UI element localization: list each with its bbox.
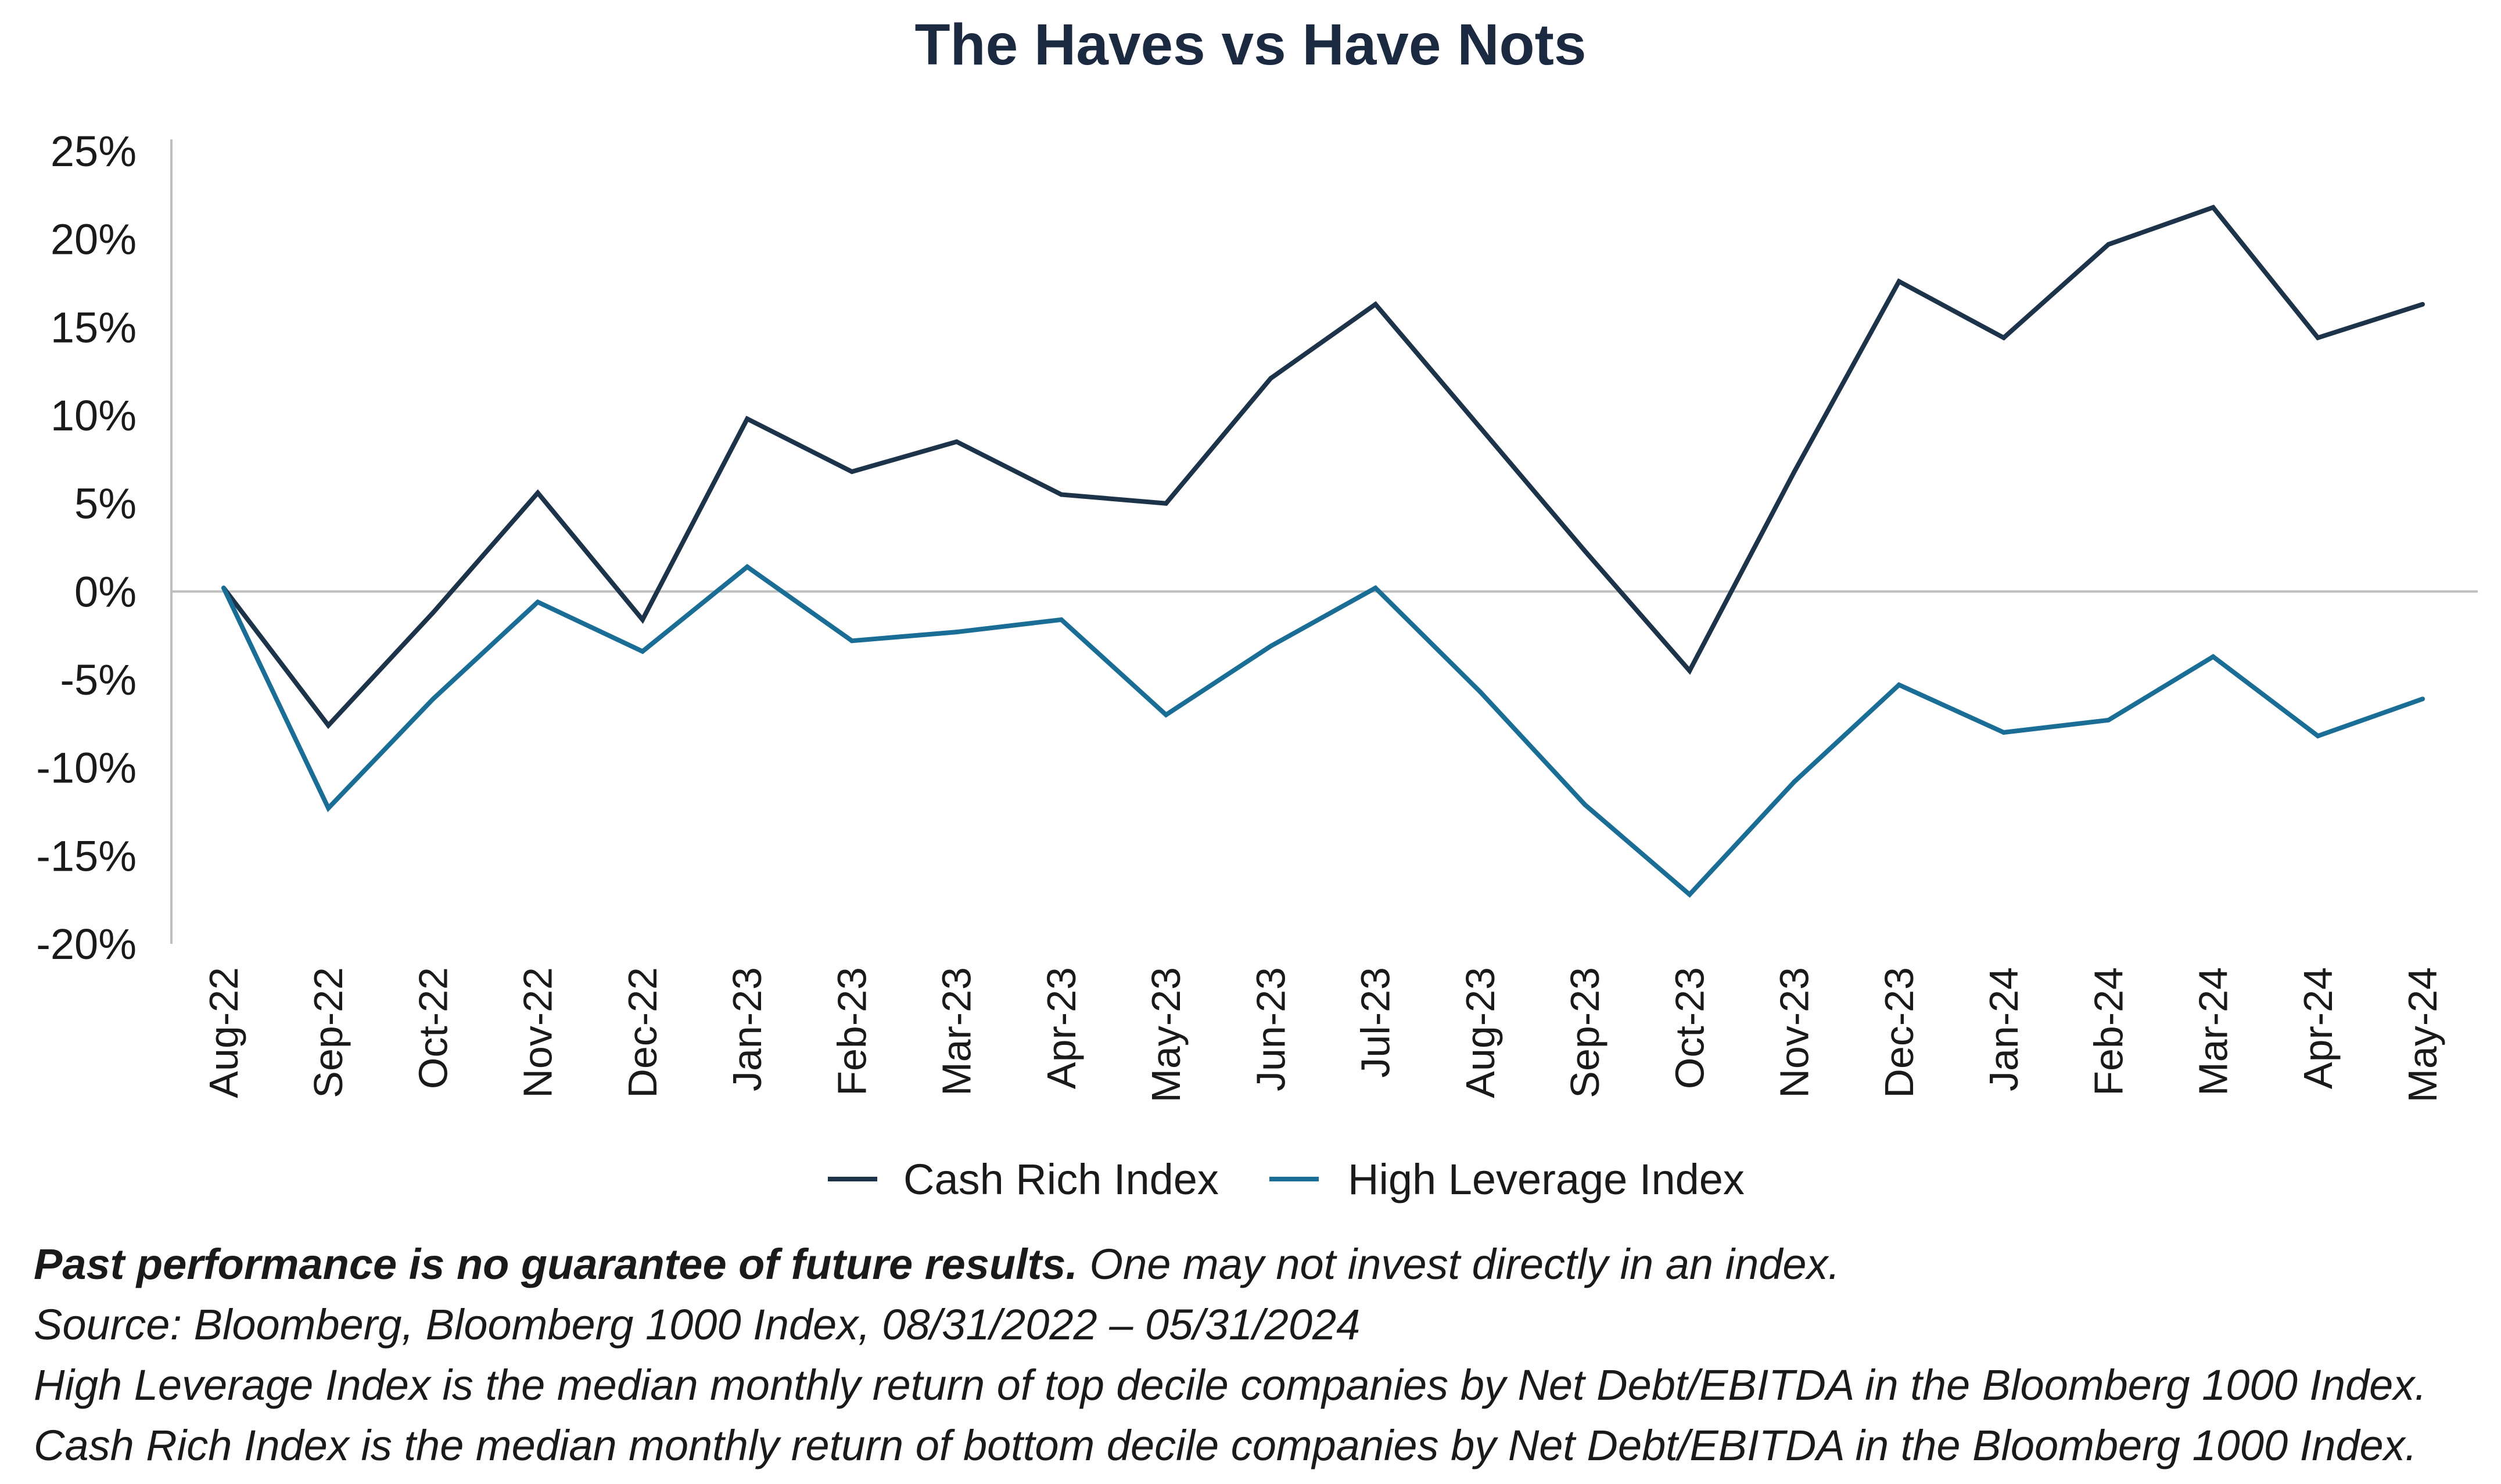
disclaimer-line: Past performance is no guarantee of futu… <box>34 1234 2474 1295</box>
legend: Cash Rich Index High Leverage Index <box>828 1155 1745 1203</box>
data-point <box>430 696 436 702</box>
x-tick-label: Dec-22 <box>620 967 665 1098</box>
data-point <box>745 416 750 422</box>
data-point <box>2211 654 2216 659</box>
legend-label-cash-rich: Cash Rich Index <box>903 1155 1219 1203</box>
data-point <box>1687 892 1692 897</box>
data-point <box>1164 712 1169 717</box>
x-tick-label: Dec-23 <box>1876 967 1922 1098</box>
data-point <box>1373 301 1378 307</box>
data-point <box>1687 668 1692 673</box>
x-tick-label: Aug-22 <box>201 967 246 1098</box>
data-point <box>1583 548 1588 554</box>
source-line: Source: Bloomberg, Bloomberg 1000 Index,… <box>34 1300 1361 1349</box>
line-chart: 25% 20% 15% 10% 5% 0% -5% -10% -15% -20% Aug-22 Se… <box>36 127 2478 1203</box>
data-point <box>1792 469 1797 475</box>
x-tick-label: Jan-24 <box>1981 967 2026 1091</box>
x-tick-label: Jan-23 <box>724 967 770 1091</box>
series-lines <box>221 204 2425 898</box>
footnotes: Past performance is no guarantee of futu… <box>34 1234 2474 1476</box>
data-point <box>2106 242 2111 247</box>
y-tick-label: 0% <box>74 567 137 616</box>
y-tick-label: 10% <box>51 391 137 440</box>
data-point <box>2315 335 2320 340</box>
data-point <box>1268 376 1273 381</box>
data-point <box>1896 279 1901 284</box>
data-point <box>535 599 540 605</box>
data-point <box>954 439 959 444</box>
data-point <box>1477 689 1483 695</box>
data-point <box>326 806 331 811</box>
y-tick-label: -5% <box>60 656 137 704</box>
x-tick-label: Feb-24 <box>2086 967 2131 1096</box>
x-tick-label: Aug-23 <box>1458 967 1503 1098</box>
data-point <box>1164 501 1169 506</box>
x-tick-label: May-23 <box>1143 967 1189 1102</box>
y-tick-label: 15% <box>51 303 137 351</box>
series-line-high-leverage <box>221 563 2424 898</box>
x-tick-label: Apr-23 <box>1039 967 1084 1089</box>
data-point <box>640 617 645 622</box>
data-point <box>2315 734 2320 739</box>
disclaimer-rest: One may not invest directly in an index. <box>1078 1240 1840 1288</box>
y-tick-label: 25% <box>51 127 137 175</box>
y-tick-label: 20% <box>51 215 137 264</box>
data-point <box>2001 335 2007 340</box>
data-point <box>2001 730 2007 735</box>
x-axis-ticks: Aug-22 Sep-22 Oct-22 Nov-22 Dec-22 Jan-23 Feb-… <box>201 967 2445 1102</box>
high-leverage-definition: High Leverage Index is the median monthl… <box>34 1361 2427 1409</box>
data-point <box>2106 717 2111 723</box>
data-point <box>849 469 855 475</box>
data-point <box>2211 205 2216 210</box>
cash-rich-definition: Cash Rich Index is the median monthly re… <box>34 1421 2417 1469</box>
data-point <box>954 630 959 635</box>
data-point <box>2420 696 2425 702</box>
data-point <box>1583 802 1588 807</box>
x-tick-label: Oct-23 <box>1667 967 1712 1089</box>
legend-label-high-leverage: High Leverage Index <box>1348 1155 1745 1203</box>
y-tick-label: -15% <box>36 832 137 880</box>
data-point <box>1792 779 1797 784</box>
disclaimer-bold: Past performance is no guarantee of futu… <box>34 1240 1078 1288</box>
y-tick-label: 5% <box>74 480 137 528</box>
x-tick-label: Oct-22 <box>410 967 455 1089</box>
x-tick-label: Nov-23 <box>1772 967 1817 1098</box>
data-point <box>221 585 226 591</box>
y-tick-label: -20% <box>36 920 137 968</box>
x-tick-label: Feb-23 <box>829 967 874 1096</box>
data-point <box>1268 644 1273 649</box>
data-point <box>745 564 750 569</box>
data-point <box>640 649 645 654</box>
series-line-cash-rich <box>221 204 2424 730</box>
data-point <box>430 610 436 615</box>
x-tick-label: Sep-23 <box>1562 967 1607 1098</box>
data-point <box>1058 492 1064 497</box>
x-tick-label: Jul-23 <box>1353 967 1398 1078</box>
data-point <box>2420 301 2425 307</box>
chart-title: The Haves vs Have Nots <box>914 12 1587 77</box>
x-tick-label: Apr-24 <box>2295 967 2341 1089</box>
x-tick-label: Sep-22 <box>306 967 351 1098</box>
x-tick-label: Mar-24 <box>2191 967 2236 1096</box>
data-point <box>1373 585 1378 591</box>
data-point <box>1896 682 1901 688</box>
data-point <box>849 638 855 644</box>
x-tick-label: Mar-23 <box>934 967 979 1096</box>
y-tick-label: -10% <box>36 744 137 792</box>
x-tick-label: Nov-22 <box>515 967 561 1098</box>
x-tick-label: May-24 <box>2400 967 2445 1102</box>
data-point <box>535 490 540 495</box>
x-tick-label: Jun-23 <box>1248 967 1293 1091</box>
y-axis-ticks: 25% 20% 15% 10% 5% 0% -5% -10% -15% -20% <box>36 127 137 968</box>
data-point <box>1058 617 1064 622</box>
data-point <box>1477 425 1483 430</box>
data-point <box>326 723 331 728</box>
